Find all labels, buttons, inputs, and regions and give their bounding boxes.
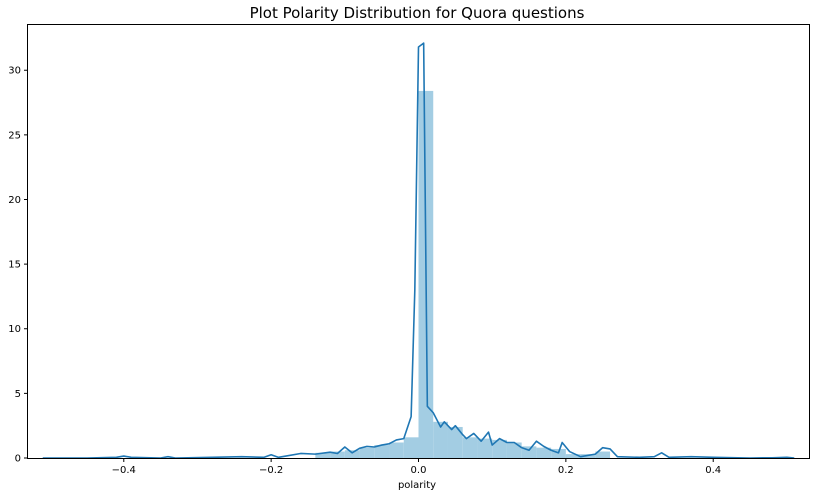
histogram-bar-3 (359, 447, 375, 458)
histogram-bar-9 (447, 426, 463, 458)
y-tick-label: 10 (8, 324, 21, 335)
histogram-bar-1 (330, 451, 345, 458)
histogram-bar-19 (595, 451, 611, 458)
y-tick-label: 20 (8, 195, 21, 206)
histogram-bar-0 (315, 452, 331, 458)
histogram-bar-11 (477, 438, 493, 458)
x-tick-label: −0.2 (259, 465, 283, 476)
x-tick-label: 0.2 (558, 465, 574, 476)
histogram-bar-5 (389, 442, 404, 458)
y-tick-label: 0 (15, 454, 21, 465)
histogram-bar-13 (506, 442, 522, 458)
histogram-bar-2 (344, 450, 360, 458)
y-axis: 0 5 10 15 20 25 30 (8, 66, 28, 465)
y-tick-label: 30 (8, 66, 21, 77)
y-tick-label: 5 (15, 389, 21, 400)
histogram-bar-6 (403, 437, 419, 458)
kde-line (42, 42, 795, 459)
histogram-bar-10 (462, 437, 478, 458)
y-tick-label: 25 (8, 130, 21, 141)
histogram-bars (315, 90, 611, 458)
kde-layer (42, 42, 795, 459)
x-tick-label: −0.4 (112, 465, 136, 476)
y-tick-label: 15 (8, 260, 21, 271)
histogram-bar-8 (433, 421, 448, 458)
histogram-bar-14 (521, 446, 537, 458)
histogram-bar-12 (492, 439, 507, 458)
x-tick-label: 0.4 (705, 465, 721, 476)
x-tick-label: 0.0 (411, 465, 427, 476)
x-axis: −0.4 −0.2 0.0 0.2 0.4 (112, 458, 721, 476)
histogram-bar-15 (536, 447, 552, 458)
chart-title: Plot Polarity Distribution for Quora que… (250, 4, 585, 22)
histogram-bar-17 (565, 454, 581, 458)
x-axis-label: polarity (398, 480, 436, 491)
histogram-bar-4 (374, 445, 390, 458)
